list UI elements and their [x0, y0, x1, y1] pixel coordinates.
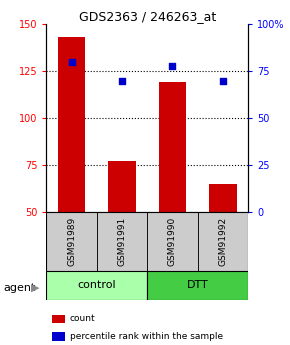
Text: DTT: DTT — [187, 280, 209, 290]
Text: GSM91989: GSM91989 — [67, 217, 76, 266]
Bar — [147, 271, 248, 300]
Text: agent: agent — [3, 283, 35, 293]
Text: ▶: ▶ — [31, 283, 39, 293]
Point — [120, 78, 124, 83]
Bar — [108, 161, 136, 212]
Text: control: control — [77, 280, 116, 290]
Text: count: count — [70, 314, 95, 323]
Text: GSM91992: GSM91992 — [218, 217, 227, 266]
Title: GDS2363 / 246263_at: GDS2363 / 246263_at — [79, 10, 216, 23]
Bar — [46, 212, 97, 271]
Point — [69, 59, 74, 65]
Text: GSM91991: GSM91991 — [117, 217, 126, 266]
Text: GSM91990: GSM91990 — [168, 217, 177, 266]
Bar — [209, 184, 237, 212]
Point — [220, 78, 225, 83]
Bar — [147, 212, 197, 271]
Bar — [159, 82, 186, 212]
Bar — [58, 37, 86, 212]
Bar — [197, 212, 248, 271]
Text: percentile rank within the sample: percentile rank within the sample — [70, 332, 223, 341]
Point — [170, 63, 175, 68]
Bar — [97, 212, 147, 271]
Bar — [46, 271, 147, 300]
